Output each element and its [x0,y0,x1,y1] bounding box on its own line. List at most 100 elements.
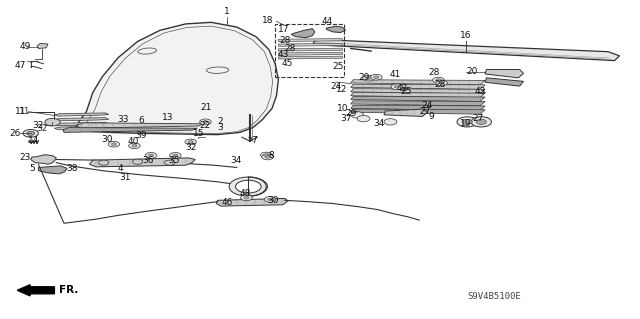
Circle shape [476,119,486,124]
Text: 15: 15 [193,129,204,138]
Text: 35: 35 [168,156,180,165]
Circle shape [188,141,193,143]
Circle shape [260,152,272,158]
Polygon shape [351,84,485,89]
Circle shape [236,180,261,193]
Text: 32: 32 [36,124,48,133]
Circle shape [203,121,208,123]
Text: 20: 20 [466,67,477,76]
Polygon shape [54,126,109,130]
Polygon shape [278,52,342,55]
Circle shape [462,119,472,124]
Text: 27: 27 [472,114,484,123]
Text: 32: 32 [32,121,44,130]
Circle shape [357,115,370,122]
Circle shape [439,82,444,84]
Text: 24: 24 [421,101,433,110]
Circle shape [244,197,249,199]
Text: FR.: FR. [59,285,78,295]
Text: 12: 12 [335,85,347,94]
Polygon shape [351,105,485,110]
Circle shape [262,154,273,160]
Polygon shape [216,198,288,206]
Polygon shape [54,113,109,116]
Polygon shape [351,96,485,101]
Polygon shape [326,26,346,33]
Text: 45: 45 [282,59,293,68]
Polygon shape [278,48,342,51]
Text: 31: 31 [119,173,131,182]
Polygon shape [314,40,620,61]
Text: 4: 4 [118,164,123,173]
Text: 21: 21 [200,103,212,112]
Circle shape [433,77,444,83]
Polygon shape [54,118,109,121]
Circle shape [170,152,181,158]
Circle shape [129,143,140,149]
FancyArrow shape [17,285,54,296]
Circle shape [366,77,371,79]
Polygon shape [384,109,428,116]
Text: 7: 7 [251,137,257,145]
Text: 34: 34 [230,156,241,165]
Text: 11: 11 [19,107,31,116]
Text: 1: 1 [225,7,230,16]
Circle shape [99,160,109,165]
Text: 41: 41 [390,70,401,79]
Text: 43: 43 [475,87,486,96]
Text: 11: 11 [15,107,27,115]
Circle shape [436,79,441,81]
Polygon shape [278,43,342,46]
Text: 25: 25 [332,62,344,71]
Text: 13: 13 [162,113,173,122]
Text: 36: 36 [143,156,154,165]
Circle shape [111,143,116,145]
Text: 40: 40 [127,137,139,146]
Polygon shape [485,70,524,78]
Polygon shape [485,78,524,86]
Circle shape [23,130,38,137]
Circle shape [241,195,252,201]
Text: 37: 37 [340,114,352,123]
Polygon shape [77,123,204,128]
Polygon shape [37,43,48,48]
Text: 3: 3 [218,123,223,132]
Polygon shape [278,39,342,41]
Circle shape [108,141,120,147]
Text: 47: 47 [14,61,26,70]
Polygon shape [54,122,109,126]
Circle shape [265,156,270,158]
Text: 33: 33 [117,115,129,124]
Text: 32: 32 [185,143,196,152]
Text: 14: 14 [28,137,40,145]
Circle shape [436,80,447,86]
Text: 28: 28 [435,80,446,89]
Circle shape [45,118,60,126]
Polygon shape [351,80,485,85]
Text: 26: 26 [9,129,20,138]
Polygon shape [63,128,197,132]
Text: 19: 19 [460,119,471,128]
Text: 30: 30 [268,196,279,204]
Polygon shape [291,29,315,38]
Text: 29: 29 [346,109,357,118]
Polygon shape [351,89,485,94]
Text: S9V4B5100E: S9V4B5100E [467,293,521,301]
Circle shape [173,154,178,157]
Polygon shape [351,93,485,98]
Text: 48: 48 [239,189,251,198]
Text: 6: 6 [138,116,143,125]
Circle shape [351,112,364,118]
Text: 28: 28 [284,44,296,53]
Polygon shape [351,109,485,114]
Circle shape [371,74,382,80]
Text: 34: 34 [373,119,385,128]
Text: 8: 8 [269,151,275,160]
Text: 29: 29 [358,73,370,82]
Text: 2: 2 [218,117,223,126]
Circle shape [264,197,276,202]
Text: 42: 42 [396,84,408,93]
Polygon shape [38,166,67,174]
Polygon shape [74,22,278,135]
Text: 30: 30 [102,135,113,144]
